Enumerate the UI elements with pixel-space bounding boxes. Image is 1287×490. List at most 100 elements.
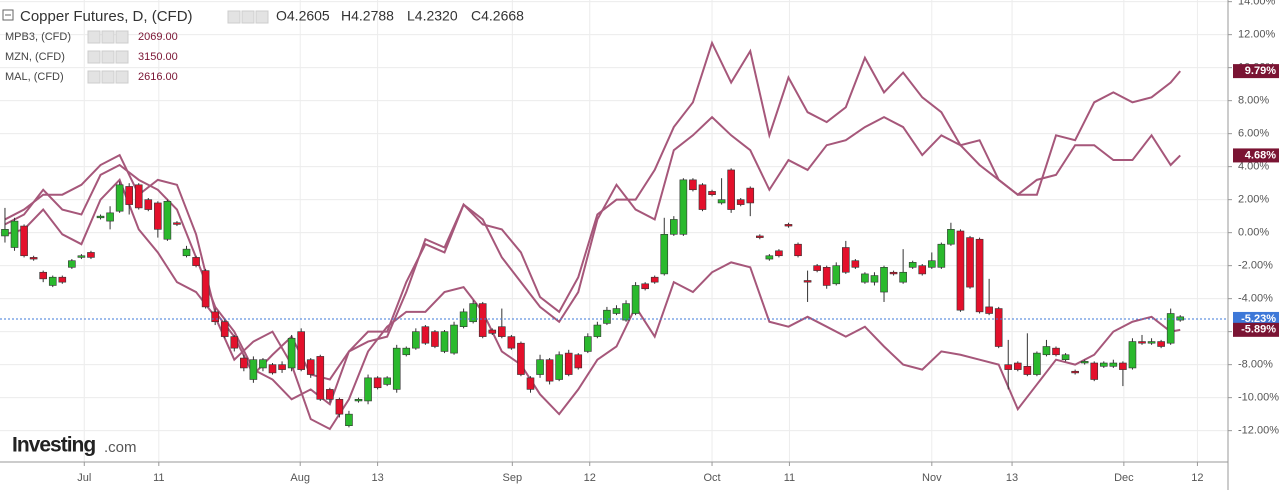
candle-body — [125, 186, 133, 205]
x-tick-label: Aug — [290, 472, 310, 484]
watermark: Investing — [12, 434, 95, 457]
x-tick-label: Sep — [503, 472, 523, 484]
legend-icon[interactable] — [101, 70, 115, 84]
candle-body — [1013, 362, 1022, 370]
candle-body — [822, 266, 831, 286]
legend-icon[interactable] — [115, 30, 129, 44]
x-tick-label: Dec — [1114, 472, 1134, 484]
legend-icon[interactable] — [115, 50, 129, 64]
candle-body — [584, 336, 592, 352]
candle-body — [555, 354, 563, 380]
candle-body — [498, 326, 506, 337]
candle-body — [727, 169, 735, 210]
candle-body — [440, 331, 449, 352]
candle-body — [268, 364, 277, 374]
candle-body — [115, 184, 124, 212]
candle-body — [746, 187, 755, 204]
y-tick-label: -8.00% — [1238, 359, 1273, 371]
candle-body — [192, 257, 200, 266]
y-tick-label: -4.00% — [1238, 293, 1273, 305]
legend-name: MAL, (CFD) — [5, 71, 64, 83]
x-tick-label: 11 — [153, 472, 164, 484]
x-tick-label: 13 — [1006, 472, 1018, 484]
legend-icon[interactable] — [255, 10, 269, 24]
legend-icon[interactable] — [241, 10, 255, 24]
candle-body — [775, 250, 783, 257]
candle-body — [220, 321, 229, 337]
compare-line — [4, 40, 1181, 381]
candle-body — [450, 324, 458, 354]
legend-icon[interactable] — [101, 50, 115, 64]
collapse-icon[interactable] — [2, 9, 14, 21]
value-badge — [1233, 64, 1279, 79]
candle-body — [507, 336, 516, 349]
candle-body — [163, 201, 172, 240]
candle-body — [373, 377, 382, 389]
candle-body — [1023, 365, 1032, 375]
y-tick-label: 4.00% — [1238, 161, 1269, 173]
candle-body — [1109, 362, 1118, 367]
candle-body — [1138, 341, 1146, 344]
candle-body — [354, 398, 363, 402]
candle-body — [994, 308, 1003, 347]
candle-body — [335, 398, 344, 415]
candle-body — [106, 212, 114, 222]
candle-body — [689, 179, 697, 191]
y-tick-label: 14.00% — [1238, 0, 1276, 8]
candle-body — [1157, 341, 1165, 347]
candle-body — [58, 276, 67, 283]
x-tick-label: 12 — [584, 472, 596, 484]
candle-body — [201, 270, 210, 308]
legend-icon[interactable] — [115, 70, 129, 84]
candle-body — [899, 271, 907, 283]
candle-body — [842, 247, 850, 273]
candle-body — [985, 306, 993, 314]
candle-body — [488, 329, 497, 334]
ohlc-value: O4.2605 — [276, 8, 330, 24]
candle-body — [545, 359, 554, 382]
candle-body — [593, 324, 602, 337]
candle-body — [708, 191, 716, 195]
candle-body — [230, 336, 239, 349]
candle-body — [383, 377, 391, 385]
candle-body — [870, 275, 879, 283]
candle-body — [20, 225, 28, 257]
candle-body — [10, 220, 19, 248]
candle-body — [1004, 364, 1013, 370]
legend-icon[interactable] — [87, 50, 101, 64]
candle-body — [469, 303, 477, 323]
legend-icon[interactable] — [87, 70, 101, 84]
value-badge-label: 4.68% — [1245, 149, 1276, 161]
candle-body — [182, 248, 191, 257]
candle-body — [937, 243, 946, 268]
value-badge-label: 9.79% — [1245, 65, 1276, 77]
candle-body — [134, 184, 143, 209]
candle-body — [249, 359, 258, 380]
candle-body — [345, 413, 353, 426]
candle-body — [526, 377, 535, 390]
candle-body — [29, 257, 38, 260]
ohlc-value: C4.2668 — [471, 8, 524, 24]
candle-body — [660, 234, 669, 275]
candle-body — [316, 356, 325, 400]
legend-icon[interactable] — [101, 30, 115, 44]
candle-body — [77, 255, 86, 258]
ohlc-value: H4.2788 — [341, 8, 394, 24]
candle-body — [889, 271, 898, 275]
legend-icon[interactable] — [227, 10, 241, 24]
candle-body — [392, 347, 401, 390]
candle-body — [96, 215, 105, 219]
candle-body — [1033, 352, 1041, 375]
y-tick-label: 12.00% — [1238, 29, 1276, 41]
value-badge — [1233, 148, 1279, 163]
y-tick-label: 0.00% — [1238, 227, 1269, 239]
legend-icon[interactable] — [87, 30, 101, 44]
candle-body — [794, 243, 802, 257]
plot — [0, 40, 1228, 431]
value-badge-label: -5.23% — [1241, 313, 1276, 325]
y-tick-label: -2.00% — [1238, 260, 1273, 272]
candle-body — [1147, 341, 1156, 344]
candle-body — [412, 331, 420, 349]
candle-body — [603, 309, 611, 324]
y-tick-label: -10.00% — [1238, 392, 1279, 404]
